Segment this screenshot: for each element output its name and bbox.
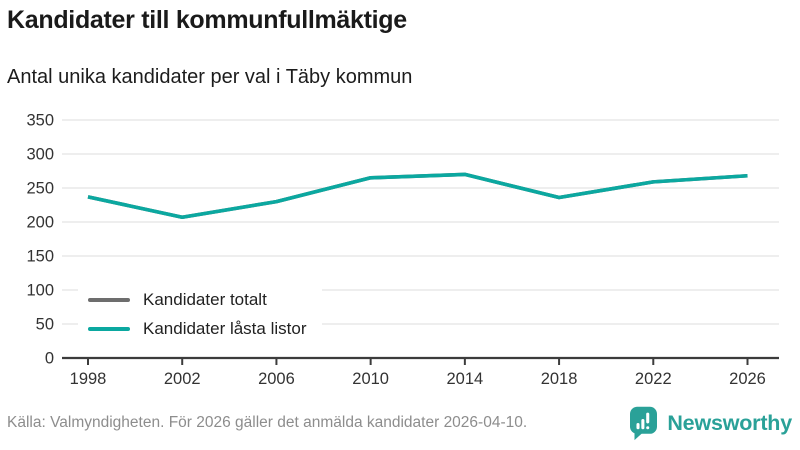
legend-swatch-total [88,298,130,302]
x-axis-labels: 1998 2002 2006 2010 2014 2018 2022 2026 [70,370,766,388]
y-axis-labels: 0 50 100 150 200 250 300 350 [26,112,54,368]
footer: Källa: Valmyndigheten. För 2026 gäller d… [0,404,800,450]
chart-title: Kandidater till kommunfullmäktige [7,6,407,34]
series-line-0 [87,172,748,220]
svg-text:300: 300 [26,146,54,164]
svg-text:2002: 2002 [164,370,201,388]
svg-text:250: 250 [26,180,54,198]
legend-label-locked-lists: Kandidater låsta listor [143,319,307,338]
x-axis-ticks [87,358,749,365]
line-chart: 0 50 100 150 200 250 300 350 1998 2002 2006 2010 201… [26,112,779,388]
svg-text:1998: 1998 [70,370,107,388]
newsworthy-logo-text: Newsworthy [667,410,792,435]
svg-text:2010: 2010 [352,370,389,388]
legend-item-total: Kandidater totalt [88,290,306,310]
legend: Kandidater totalt Kandidater låsta listo… [78,283,323,347]
svg-text:50: 50 [36,316,54,334]
newsworthy-logo-icon [630,406,658,441]
series-line-1 [87,172,748,220]
svg-text:100: 100 [26,282,54,300]
source-note: Källa: Valmyndigheten. För 2026 gäller d… [7,414,528,431]
legend-swatch-locked-lists [88,327,130,331]
chart-subtitle: Antal unika kandidater per val i Täby ko… [7,66,413,88]
svg-text:350: 350 [26,112,54,130]
svg-text:2018: 2018 [541,370,578,388]
legend-item-locked-lists: Kandidater låsta listor [88,319,306,339]
svg-text:2006: 2006 [258,370,295,388]
newsworthy-logo: Newsworthy [627,405,792,441]
svg-text:2022: 2022 [635,370,672,388]
svg-text:200: 200 [26,214,54,232]
svg-text:0: 0 [45,350,54,368]
legend-label-total: Kandidater totalt [143,290,267,309]
svg-text:2026: 2026 [729,370,766,388]
svg-text:2014: 2014 [446,370,483,388]
svg-text:150: 150 [26,248,54,266]
